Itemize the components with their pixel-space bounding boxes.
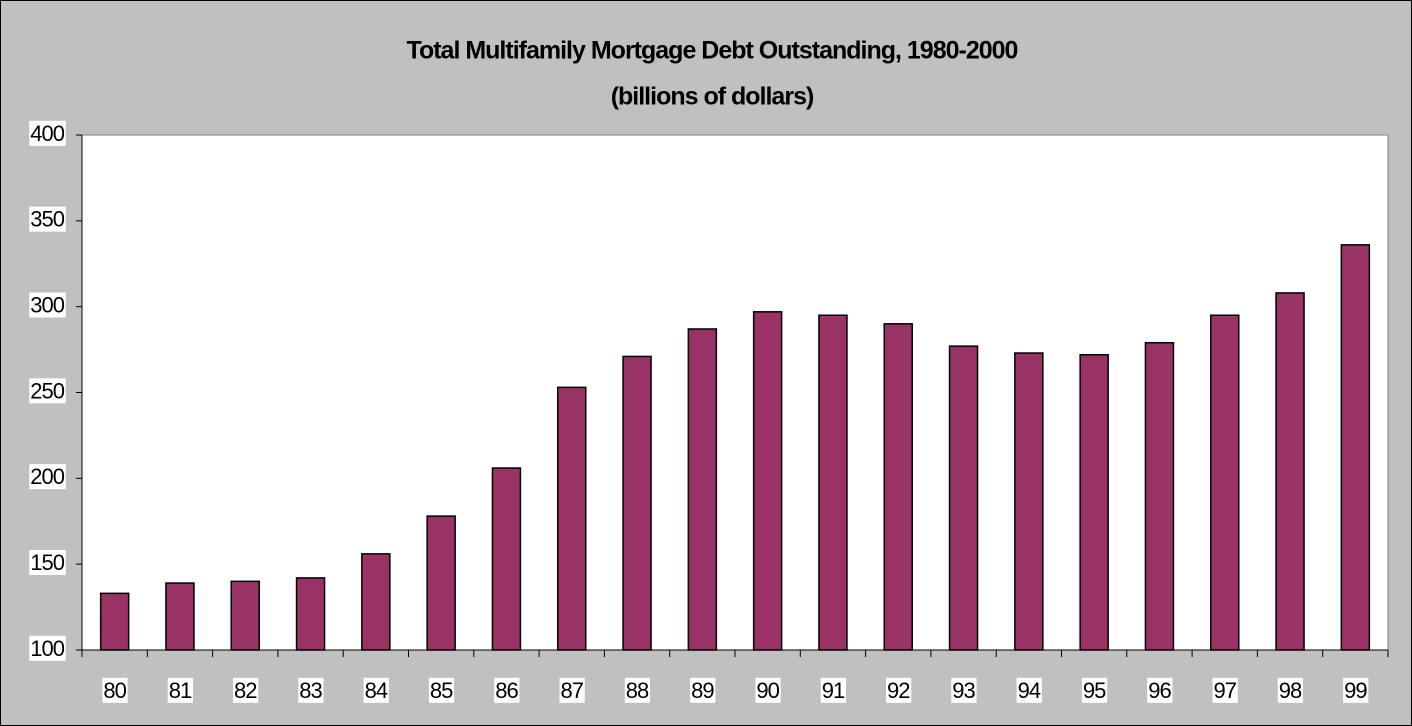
- y-tick-label: 350: [30, 207, 64, 232]
- bar: [99, 592, 130, 651]
- label-background: [690, 677, 716, 703]
- bar: [818, 314, 848, 651]
- label-background: [363, 677, 389, 703]
- x-tick-label: 91: [822, 678, 845, 703]
- bar: [687, 328, 718, 651]
- x-tick-label: 93: [952, 678, 975, 703]
- bar: [1210, 314, 1240, 651]
- y-tick-label: 100: [30, 636, 64, 661]
- y-tick-label: 400: [30, 121, 64, 146]
- label-background: [886, 677, 912, 703]
- label-background: [1343, 677, 1369, 703]
- chart-title: Total Multifamily Mortgage Debt Outstand…: [407, 37, 1018, 65]
- bar: [295, 577, 326, 651]
- bar: [1144, 341, 1175, 651]
- x-tick-label: 88: [626, 678, 649, 703]
- y-tick-label: 150: [30, 550, 64, 575]
- y-tick-label: 300: [30, 292, 64, 317]
- label-background: [820, 677, 846, 703]
- x-tick-label: 82: [234, 678, 257, 703]
- label-background: [29, 378, 66, 404]
- x-tick-label: 89: [691, 678, 714, 703]
- bar: [230, 580, 260, 651]
- x-tick-label: 98: [1279, 678, 1302, 703]
- label-background: [1016, 677, 1042, 703]
- label-background: [29, 464, 66, 490]
- x-tick-label: 94: [1018, 678, 1041, 703]
- label-background: [494, 677, 520, 703]
- label-background: [29, 120, 66, 146]
- y-tick-label: 200: [30, 464, 64, 489]
- bar: [491, 467, 522, 651]
- x-tick-label: 80: [103, 678, 126, 703]
- label-background: [559, 677, 585, 703]
- label-background: [1277, 677, 1304, 703]
- plot-area: [81, 134, 1389, 651]
- bar: [752, 311, 783, 651]
- label-background: [1212, 677, 1238, 703]
- bar: [1079, 353, 1109, 651]
- bar: [165, 582, 195, 651]
- bar: [557, 386, 587, 651]
- label-background: [1081, 677, 1108, 703]
- bar: [426, 515, 456, 651]
- x-tick-label: 81: [169, 678, 192, 703]
- x-tick-label: 99: [1344, 678, 1367, 703]
- label-background: [167, 677, 193, 703]
- x-tick-label: 86: [495, 678, 518, 703]
- x-tick-label: 83: [299, 678, 322, 703]
- chart-subtitle: (billions of dollars): [611, 83, 814, 111]
- y-tick-label: 250: [30, 378, 64, 403]
- bar: [1340, 244, 1371, 651]
- label-background: [233, 677, 259, 703]
- label-background: [29, 635, 66, 661]
- bar: [948, 345, 979, 651]
- label-background: [428, 677, 455, 703]
- label-background: [755, 677, 781, 703]
- label-background: [1147, 677, 1173, 703]
- x-tick-label: 97: [1214, 678, 1237, 703]
- label-background: [29, 292, 66, 318]
- label-background: [102, 677, 128, 703]
- bar: [1275, 292, 1305, 651]
- bar: [883, 323, 913, 651]
- bar: [361, 553, 391, 651]
- x-tick-label: 95: [1083, 678, 1106, 703]
- x-tick-label: 85: [430, 678, 453, 703]
- label-background: [298, 677, 324, 703]
- label-background: [29, 206, 66, 232]
- bar: [622, 355, 652, 651]
- x-tick-label: 87: [561, 678, 584, 703]
- label-background: [624, 677, 651, 703]
- x-tick-label: 90: [756, 678, 779, 703]
- x-tick-label: 84: [365, 678, 388, 703]
- label-background: [29, 549, 66, 575]
- bar: [1014, 352, 1044, 651]
- x-tick-label: 92: [887, 678, 910, 703]
- label-background: [951, 677, 977, 703]
- x-tick-label: 96: [1148, 678, 1171, 703]
